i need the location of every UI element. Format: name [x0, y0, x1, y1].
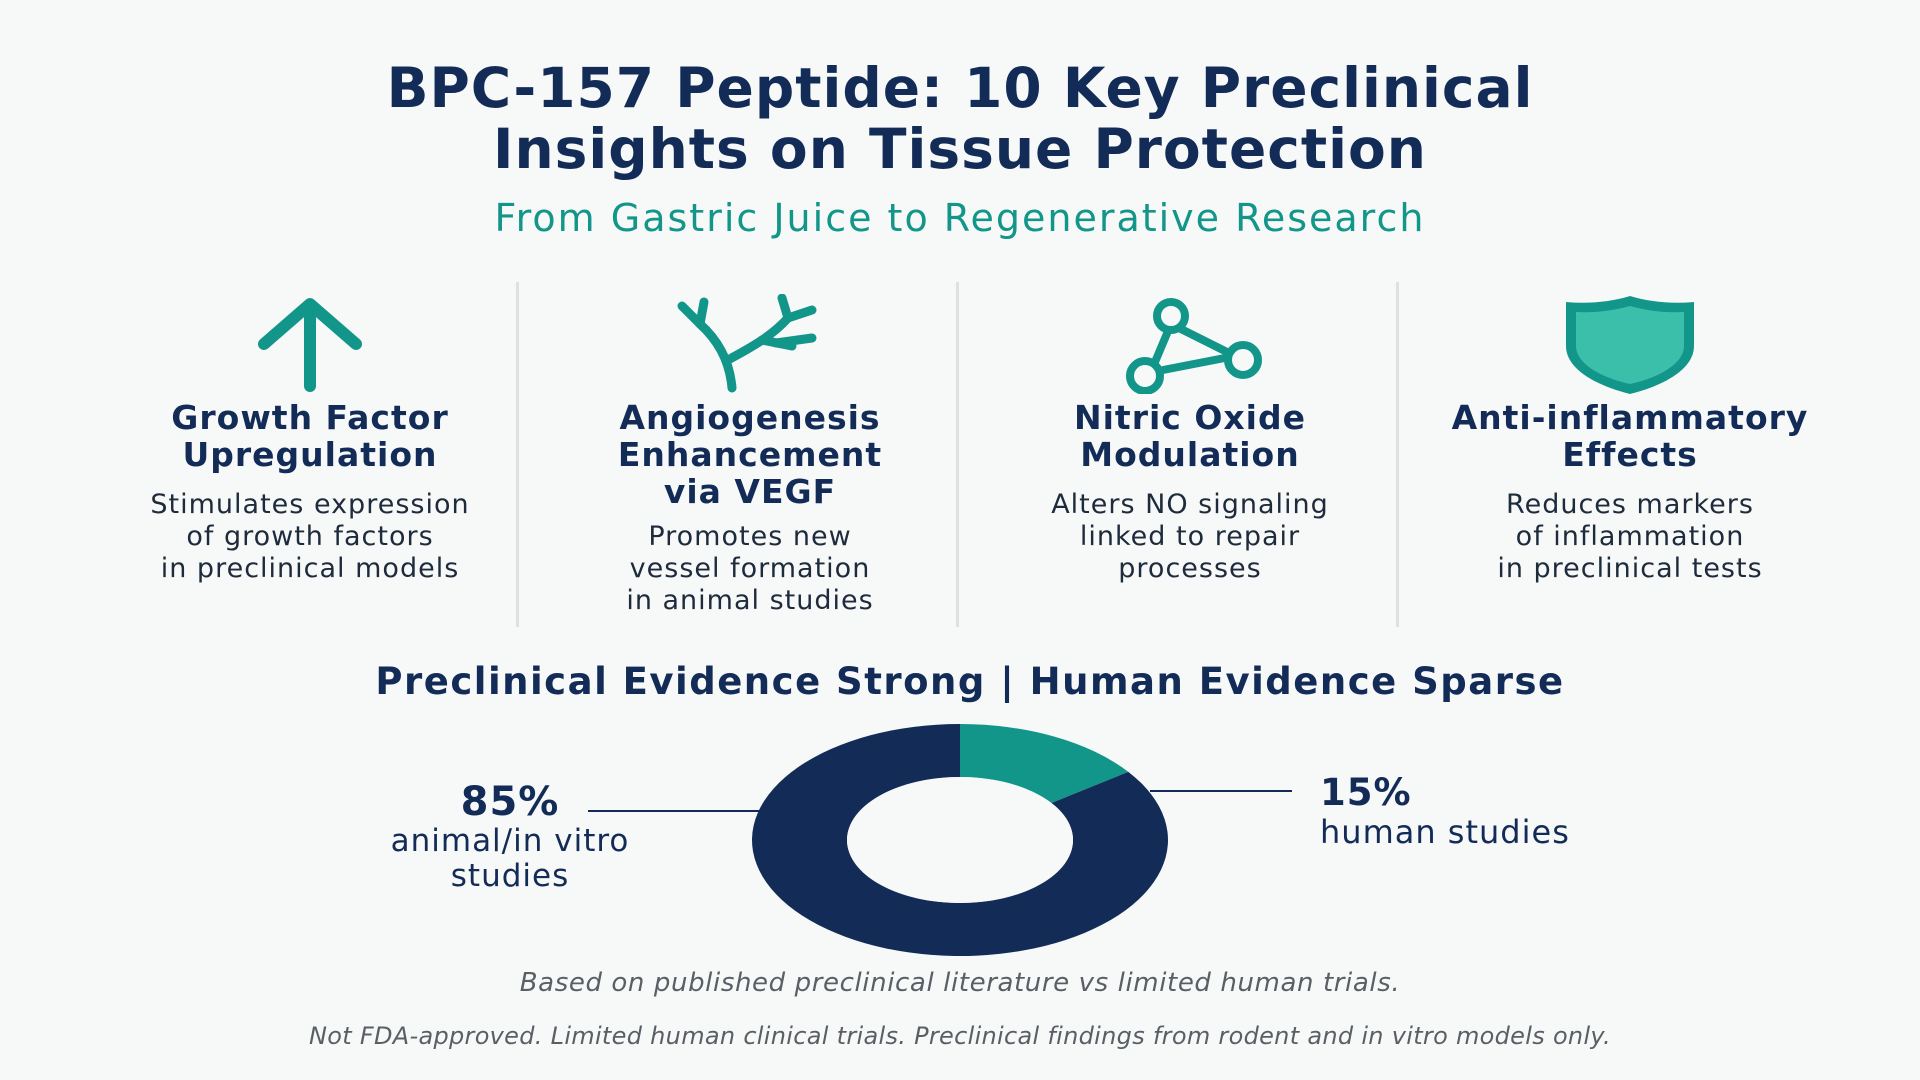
arrow-up-icon	[90, 294, 530, 394]
human-studies-percent: 15%	[1320, 771, 1412, 814]
feature-title-line: Enhancement	[617, 435, 883, 474]
shield-icon	[1410, 294, 1850, 394]
feature-title-line: Modulation	[1080, 435, 1300, 474]
animal-studies-label: 85% animal/in vitro studies	[250, 780, 770, 894]
feature-description: Alters NO signaling linked to repair pro…	[970, 489, 1410, 585]
feature-title: Angiogenesis Enhancement via VEGF	[530, 399, 970, 510]
animal-studies-text-line: animal/in vitro	[390, 823, 630, 859]
feature-desc-line: of growth factors	[186, 521, 434, 552]
feature-desc-line: Reduces markers	[1506, 489, 1754, 520]
feature-divider	[956, 282, 959, 627]
feature-desc-line: in animal studies	[626, 585, 874, 616]
feature-title-line: Effects	[1562, 435, 1698, 474]
feature-desc-line: processes	[1118, 553, 1262, 584]
feature-divider	[1396, 282, 1399, 627]
basis-note: Based on published preclinical literatur…	[519, 968, 1401, 998]
feature-desc-line: of inflammation	[1515, 521, 1745, 552]
feature-desc-line: vessel formation	[629, 553, 871, 584]
feature-title-line: Anti-inflammatory	[1451, 398, 1809, 437]
animal-studies-text: animal/in vitro studies	[250, 824, 770, 894]
branching-vessel-icon	[530, 294, 970, 394]
feature-desc-line: Promotes new	[648, 521, 852, 552]
feature-angiogenesis: Angiogenesis Enhancement via VEGF Promot…	[530, 282, 970, 627]
feature-title-line: Growth Factor	[171, 398, 449, 437]
donut-slice-animal-studies	[752, 724, 1168, 956]
feature-nitric-oxide: Nitric Oxide Modulation Alters NO signal…	[970, 282, 1410, 627]
title-line-1: BPC-157 Peptide: 10 Key Preclinical	[386, 56, 1534, 120]
animal-studies-text-line: studies	[450, 858, 570, 894]
human-studies-text: human studies	[1320, 813, 1570, 851]
evidence-donut-chart	[752, 724, 1168, 956]
feature-title-line: via VEGF	[663, 472, 837, 511]
feature-title: Nitric Oxide Modulation	[970, 399, 1410, 473]
feature-desc-line: Stimulates expression	[150, 489, 470, 520]
evidence-chart-area: 85% animal/in vitro studies 15% human st…	[0, 700, 1920, 980]
feature-desc-line: Alters NO signaling	[1051, 489, 1329, 520]
feature-title: Anti-inflammatory Effects	[1410, 399, 1850, 473]
donut-slice-human-studies	[960, 724, 1129, 803]
right-leader-line	[1150, 790, 1292, 792]
feature-title-line: Nitric Oxide	[1074, 398, 1306, 437]
feature-description: Stimulates expression of growth factors …	[90, 489, 530, 585]
animal-studies-percent: 85%	[460, 779, 560, 825]
feature-desc-line: in preclinical tests	[1497, 553, 1763, 584]
feature-description: Reduces markers of inflammation in precl…	[1410, 489, 1850, 585]
page-title: BPC-157 Peptide: 10 Key Preclinical Insi…	[0, 58, 1920, 180]
evidence-heading: Preclinical Evidence Strong | Human Evid…	[375, 660, 1565, 703]
donut-hole	[847, 777, 1073, 903]
feature-description: Promotes new vessel formation in animal …	[530, 521, 970, 617]
feature-row: Growth Factor Upregulation Stimulates ex…	[90, 282, 1850, 627]
feature-desc-line: linked to repair	[1079, 521, 1301, 552]
feature-divider	[516, 282, 519, 627]
feature-title-line: Upregulation	[182, 435, 438, 474]
feature-title-line: Angiogenesis	[619, 398, 881, 437]
title-line-2: Insights on Tissue Protection	[493, 117, 1427, 181]
human-studies-label: 15% human studies	[1320, 771, 1740, 851]
feature-desc-line: in preclinical models	[160, 553, 460, 584]
feature-anti-inflammatory: Anti-inflammatory Effects Reduces marker…	[1410, 282, 1850, 627]
feature-growth-factor: Growth Factor Upregulation Stimulates ex…	[90, 282, 530, 627]
page-subtitle: From Gastric Juice to Regenerative Resea…	[494, 196, 1426, 240]
feature-title: Growth Factor Upregulation	[90, 399, 530, 473]
left-leader-line	[588, 810, 760, 812]
disclaimer-note: Not FDA-approved. Limited human clinical…	[309, 1022, 1611, 1050]
molecule-icon	[970, 294, 1410, 394]
